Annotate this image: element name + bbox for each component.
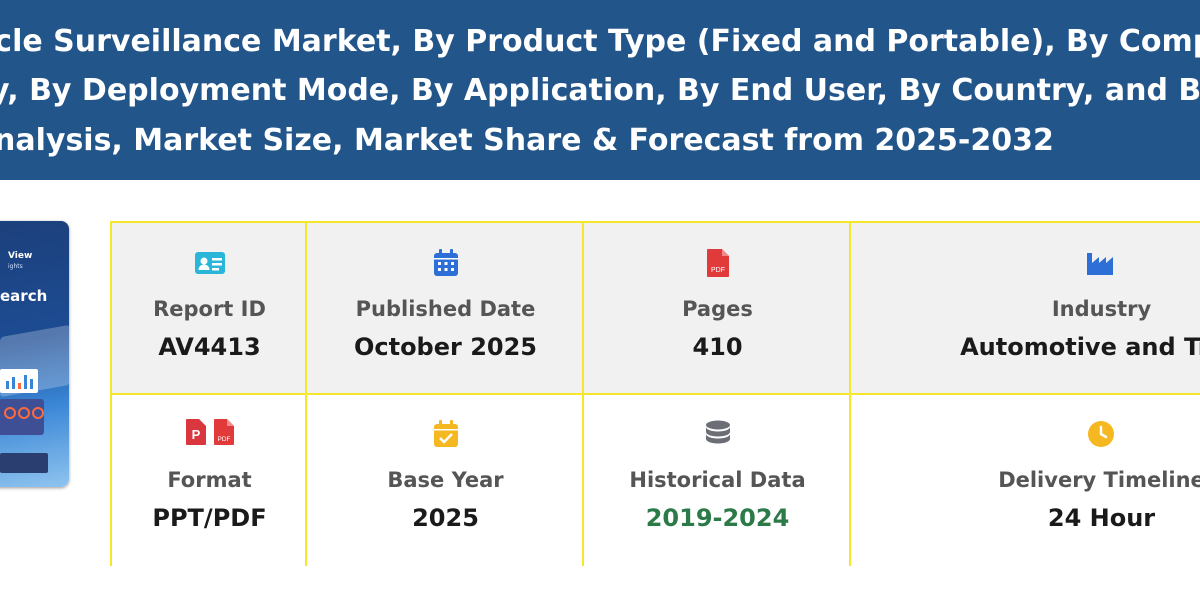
report-info-grid: Report ID AV4413 Published Date October … xyxy=(110,221,1200,566)
industry-label: Industry xyxy=(1051,297,1152,321)
svg-text:P: P xyxy=(191,427,200,442)
svg-text:PDF: PDF xyxy=(711,267,725,274)
format-label: Format xyxy=(167,468,252,492)
pages-cell: PDF Pages 410 xyxy=(584,223,851,394)
cover-ring-graphic xyxy=(18,407,30,419)
svg-text:PDF: PDF xyxy=(217,436,230,443)
pdf-file-icon: PDF xyxy=(213,418,235,450)
historical-data-cell: Historical Data 2019-2024 xyxy=(584,394,851,566)
report-title-line-2: y, By Deployment Mode, By Application, B… xyxy=(0,73,1200,108)
industry-cell: Industry Automotive and Tran xyxy=(851,223,1200,394)
ppt-file-icon: P xyxy=(185,418,207,450)
report-id-label: Report ID xyxy=(153,297,266,321)
format-icons: P PDF xyxy=(185,418,235,450)
historical-data-label: Historical Data xyxy=(629,468,806,492)
factory-icon xyxy=(1086,249,1116,277)
cover-ring-graphic xyxy=(32,407,44,419)
cover-chart-graphic xyxy=(0,369,38,393)
base-year-value: 2025 xyxy=(412,504,479,532)
industry-value: Automotive and Tran xyxy=(960,333,1200,361)
historical-data-value: 2019-2024 xyxy=(645,504,790,532)
cover-base-graphic xyxy=(0,453,48,473)
pages-value: 410 xyxy=(692,333,743,361)
database-icon xyxy=(705,420,731,448)
delivery-timeline-cell: Delivery Timeline 24 Hour xyxy=(851,394,1200,566)
format-value: PPT/PDF xyxy=(152,504,267,532)
report-title-line-1: icle Surveillance Market, By Product Typ… xyxy=(0,24,1200,59)
base-year-label: Base Year xyxy=(387,468,504,492)
pages-label: Pages xyxy=(682,297,753,321)
id-card-icon xyxy=(194,249,226,277)
report-id-cell: Report ID AV4413 xyxy=(112,223,307,394)
cover-ring-graphic xyxy=(4,407,16,419)
pdf-file-icon: PDF xyxy=(706,249,730,277)
calendar-check-icon xyxy=(433,420,459,448)
report-cover-image: View ights earch xyxy=(0,221,69,487)
base-year-cell: Base Year 2025 xyxy=(307,394,584,566)
calendar-icon xyxy=(433,249,459,277)
report-title-banner: icle Surveillance Market, By Product Typ… xyxy=(0,0,1200,180)
grid-divider xyxy=(112,393,1200,395)
delivery-timeline-label: Delivery Timeline xyxy=(998,468,1200,492)
format-cell: P PDF Format PPT/PDF xyxy=(112,394,307,566)
cover-logo-subtext: ights xyxy=(8,263,23,270)
published-date-value: October 2025 xyxy=(353,333,538,361)
report-title-line-3: nalysis, Market Size, Market Share & For… xyxy=(0,123,1054,158)
published-date-cell: Published Date October 2025 xyxy=(307,223,584,394)
published-date-label: Published Date xyxy=(355,297,536,321)
report-id-value: AV4413 xyxy=(158,333,261,361)
delivery-timeline-value: 24 Hour xyxy=(1047,504,1156,532)
cover-logo-text: View xyxy=(8,251,33,261)
clock-icon xyxy=(1087,420,1115,448)
cover-title: earch xyxy=(0,287,48,305)
